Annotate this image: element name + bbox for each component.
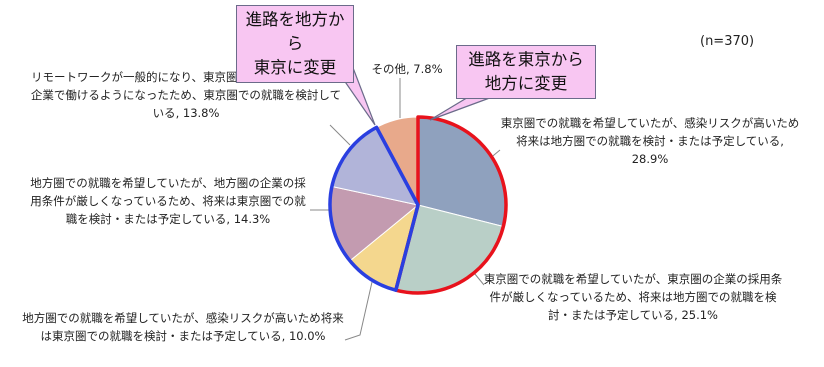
slice-label: 東京圏での就職を希望していたが、感染リスクが高いため将来は地方圏での就職を検討・…: [500, 114, 800, 168]
callout-box: 進路を地方から東京に変更: [236, 5, 354, 83]
sample-size-note: (n=370): [700, 34, 755, 49]
pie: [328, 115, 508, 295]
slice-value-label: 25.1%: [674, 308, 718, 322]
slice-category: その他: [371, 62, 406, 76]
slice-label: 東京圏での就職を希望していたが、東京圏の企業の採用条件が厳しくなっているため、将…: [483, 270, 783, 324]
callout-line: 進路を地方から: [245, 10, 345, 53]
slice-label: 地方圏での就職を希望していたが、感染リスクが高いため将来は東京圏での就職を検討・…: [18, 309, 348, 345]
slice-category: 東京圏での就職を希望していたが、東京圏の企業の採用条件が厳しくなっているため、将…: [483, 272, 783, 322]
slice-label: その他7.8%: [362, 60, 452, 78]
slice-label: 地方圏での就職を希望していたが、地方圏の企業の採用条件が厳しくなっているため、将…: [25, 174, 311, 228]
slice-category: 地方圏での就職を希望していたが、地方圏の企業の採用条件が厳しくなっているため、将…: [30, 176, 306, 226]
slice-value-label: 7.8%: [406, 62, 443, 76]
slice-value-label: 10.0%: [282, 329, 326, 343]
callout-line: 東京に変更: [253, 58, 337, 77]
slice-category: 東京圏での就職を希望していたが、感染リスクが高いため将来は地方圏での就職を検討・…: [500, 116, 800, 148]
leader-line: [329, 124, 351, 146]
leader-lines: [310, 78, 501, 341]
callout-line: 地方に変更: [484, 74, 568, 93]
group-outline: [394, 115, 508, 295]
slice-value-label: 13.8%: [176, 106, 220, 120]
slice-value-label: 14.3%: [226, 212, 270, 226]
callout-line: 進路を東京から: [468, 50, 584, 69]
slice-category: 地方圏での就職を希望していたが、感染リスクが高いため将来は東京圏での就職を検討・…: [22, 311, 344, 343]
callout-box: 進路を東京から 地方に変更: [456, 45, 596, 99]
group-outline: [328, 125, 420, 292]
leader-line: [344, 281, 373, 341]
callout-pointer: [429, 95, 496, 121]
